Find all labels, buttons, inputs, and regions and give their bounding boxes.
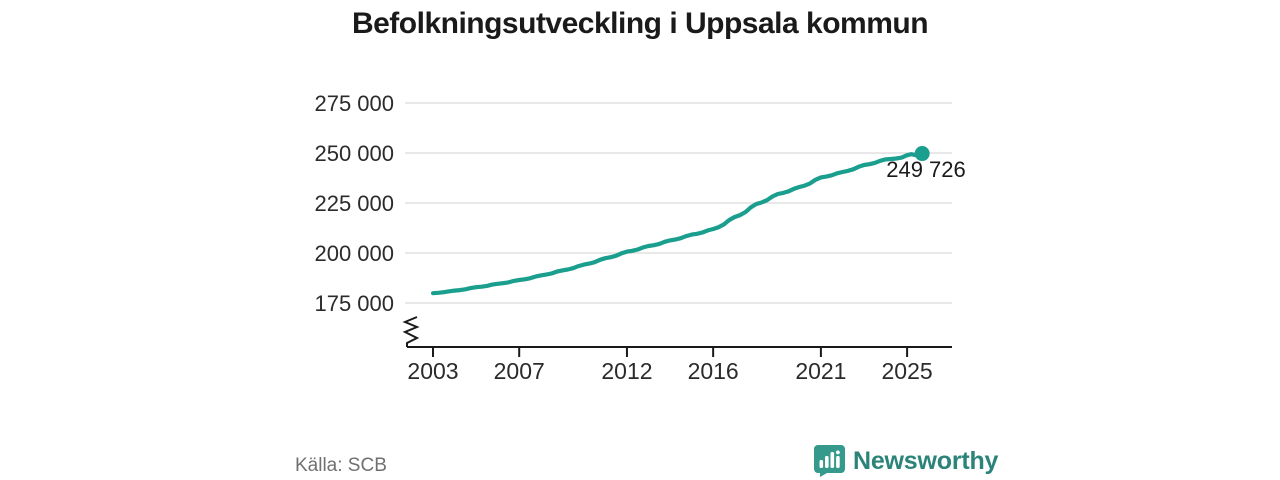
end-point-dot <box>914 146 930 162</box>
y-tick-label: 275 000 <box>314 91 394 116</box>
x-tick-label: 2025 <box>882 358 933 384</box>
population-series-line <box>430 151 925 296</box>
chart-title: Befolkningsutveckling i Uppsala kommun <box>351 7 929 40</box>
y-tick-label: 250 000 <box>314 141 394 166</box>
axis-break-icon <box>402 316 420 347</box>
x-tick-label: 2003 <box>407 358 458 384</box>
x-tick-label: 2012 <box>601 358 652 384</box>
newsworthy-logo[interactable]: Newsworthy <box>813 443 998 479</box>
source-credit: Källa: SCB <box>295 455 387 476</box>
y-tick-label: 175 000 <box>314 291 394 316</box>
x-tick-label: 2021 <box>795 358 846 384</box>
x-tick-label: 2007 <box>494 358 545 384</box>
y-tick-label: 225 000 <box>314 191 394 216</box>
newsworthy-bar-chart-badge-icon <box>813 444 846 478</box>
x-tick-label: 2016 <box>688 358 739 384</box>
last-value-label: 249 726 <box>886 157 966 182</box>
y-tick-label: 200 000 <box>314 241 394 266</box>
newsworthy-logo-text: Newsworthy <box>853 446 999 475</box>
